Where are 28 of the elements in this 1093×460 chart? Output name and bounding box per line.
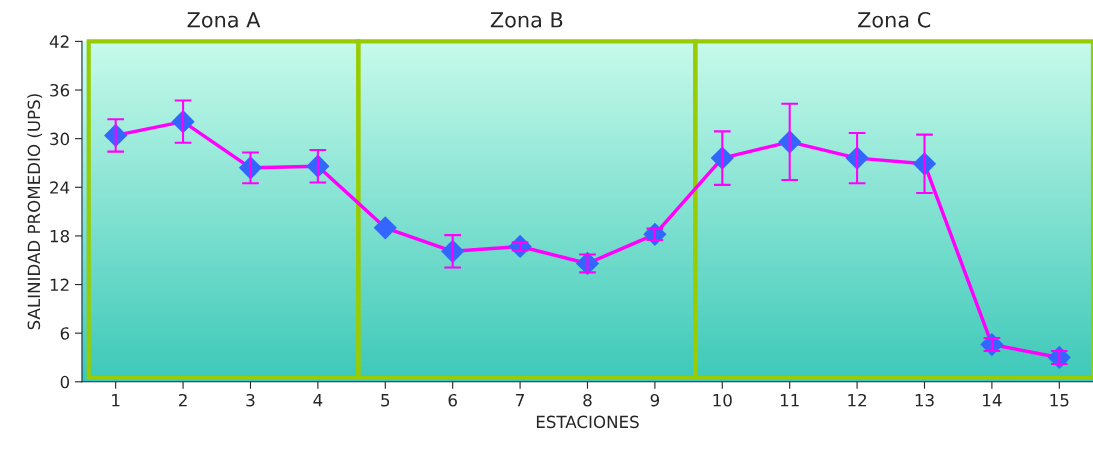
band-label: Zona B	[490, 12, 563, 28]
y-tick-label: 18	[50, 229, 70, 243]
y-tick-label: 0	[60, 375, 70, 389]
x-tick-label: 9	[650, 393, 660, 407]
y-axis-title: SALINIDAD PROMEDIO (UPS)	[27, 94, 43, 330]
y-tick-label: 30	[50, 132, 70, 146]
x-tick-label: 15	[1050, 394, 1069, 407]
x-tick-label: 7	[516, 394, 524, 407]
x-tick-label: 2	[179, 393, 187, 407]
y-tick-label: 42	[49, 35, 69, 48]
x-axis-title: ESTACIONES	[536, 415, 639, 429]
x-tick-label: 11	[780, 394, 799, 407]
x-tick-label: 13	[915, 393, 934, 407]
x-tick-label: 8	[583, 393, 592, 407]
y-tick-label: 36	[50, 83, 70, 97]
x-tick-label: 10	[713, 393, 732, 407]
x-tick-label: 1	[112, 394, 120, 407]
x-tick-label: 12	[848, 393, 867, 407]
x-tick-label: 3	[246, 393, 255, 407]
y-tick-label: 12	[50, 278, 69, 291]
x-tick-label: 6	[448, 393, 457, 407]
x-tick-label: 14	[983, 394, 1002, 407]
band-label: Zona A	[187, 12, 261, 28]
x-tick-label: 4	[313, 394, 323, 407]
x-tick-label: 5	[381, 394, 390, 407]
y-tick-label: 6	[60, 327, 70, 340]
band-label: Zona C	[858, 11, 931, 28]
y-tick-label: 24	[50, 181, 70, 194]
